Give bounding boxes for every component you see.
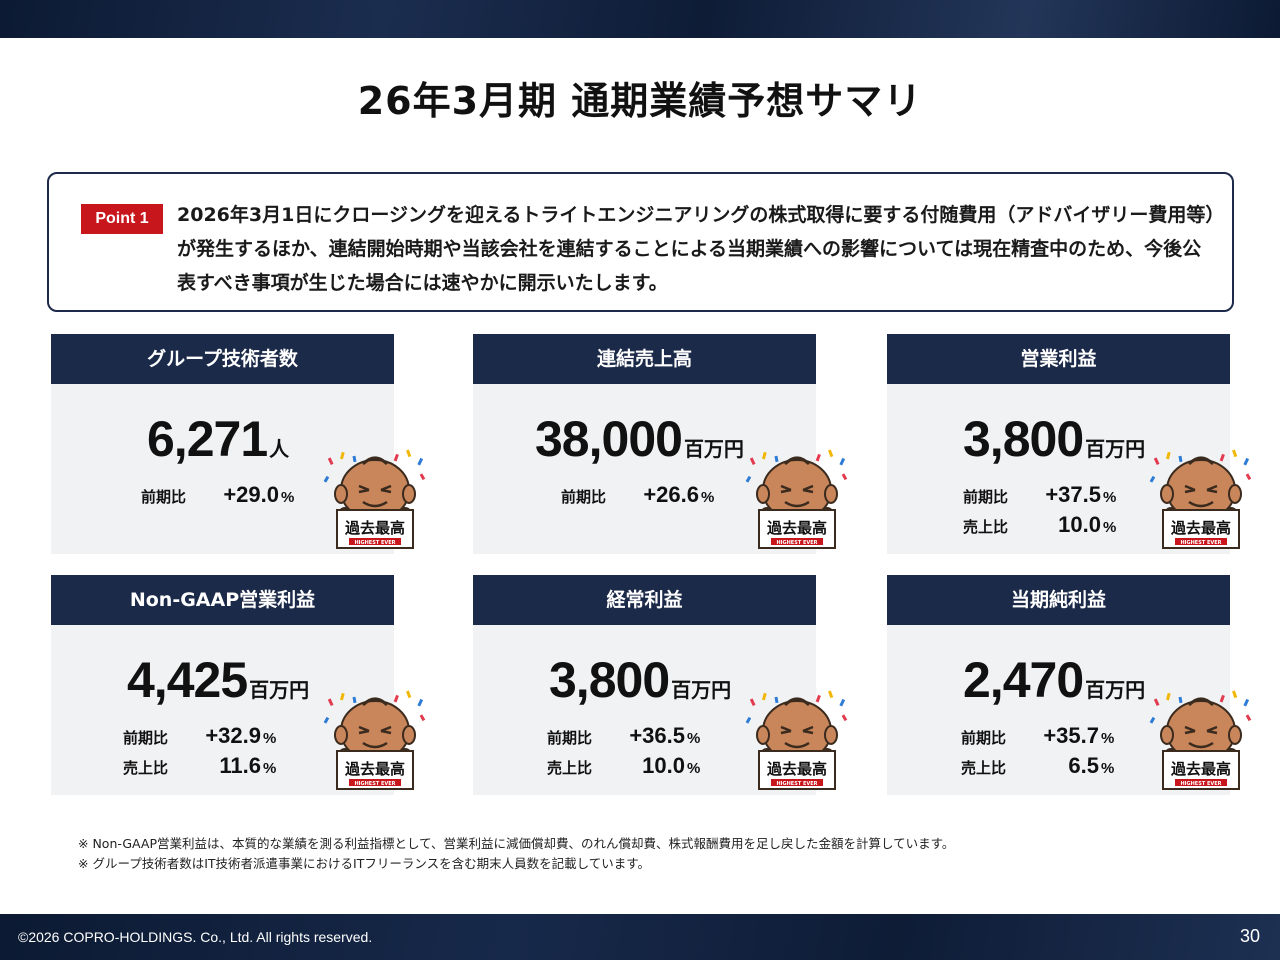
yoy-value: +29.0 xyxy=(223,482,279,507)
ratio-pct: % xyxy=(687,760,701,777)
card-value: 38,000 百万円 xyxy=(535,410,744,468)
card-title: 連結売上高 xyxy=(473,334,816,384)
footnotes: ※ Non-GAAP営業利益は、本質的な業績を測る利益指標として、営業利益に減価… xyxy=(78,834,954,874)
svg-text:過去最高: 過去最高 xyxy=(1170,519,1231,537)
ratio-pct: % xyxy=(1103,519,1117,536)
card-title: Non-GAAP営業利益 xyxy=(51,575,394,625)
value-unit: 百万円 xyxy=(1085,437,1146,461)
ratio-label: 売上比 xyxy=(547,759,593,777)
ratio-row: 売上比 6.5% xyxy=(961,753,1114,779)
card-operating-profit: 営業利益 3,800 百万円 前期比 +37.5% 売上比 10.0% 過去 xyxy=(887,334,1252,554)
value-unit: 百万円 xyxy=(671,678,732,702)
card-group-engineers: グループ技術者数 6,271 人 前期比 +29.0% 過去最高 HIGHE xyxy=(51,334,426,554)
highest-ever-mascot-icon: 過去最高 HIGHEST EVER xyxy=(745,689,849,793)
card-value: 2,470 百万円 xyxy=(963,651,1145,709)
point-text: 2026年3月1日にクロージングを迎えるトライトエンジニアリングの株式取得に要す… xyxy=(177,204,1215,294)
point-box: Point 1 2026年3月1日にクロージングを迎えるトライトエンジニアリング… xyxy=(47,172,1234,312)
yoy-pct: % xyxy=(281,489,295,506)
yoy-label: 前期比 xyxy=(123,729,169,747)
svg-text:過去最高: 過去最高 xyxy=(1170,760,1231,778)
yoy-label: 前期比 xyxy=(963,488,1009,506)
yoy-value: +26.6 xyxy=(643,482,699,507)
footer-bar: ©2026 COPRO-HOLDINGS. Co., Ltd. All righ… xyxy=(0,914,1280,960)
card-value: 3,800 百万円 xyxy=(549,651,731,709)
svg-text:過去最高: 過去最高 xyxy=(344,760,405,778)
card-non-gaap-operating-profit: Non-GAAP営業利益 4,425 百万円 前期比 +32.9% 売上比 11.6% xyxy=(51,575,426,795)
value-unit: 百万円 xyxy=(249,678,310,702)
svg-text:HIGHEST EVER: HIGHEST EVER xyxy=(354,540,395,546)
ratio-value: 6.5 xyxy=(1068,753,1099,778)
svg-text:HIGHEST EVER: HIGHEST EVER xyxy=(776,781,817,787)
ratio-value: 11.6 xyxy=(219,753,261,778)
yoy-label: 前期比 xyxy=(141,488,187,506)
value-unit: 百万円 xyxy=(683,437,744,461)
ratio-label: 売上比 xyxy=(123,759,169,777)
yoy-pct: % xyxy=(687,730,701,747)
yoy-label: 前期比 xyxy=(961,729,1007,747)
svg-text:HIGHEST EVER: HIGHEST EVER xyxy=(1180,540,1221,546)
highest-ever-mascot-icon: 過去最高 HIGHEST EVER xyxy=(323,448,427,552)
ratio-label: 売上比 xyxy=(961,759,1007,777)
highest-ever-mascot-icon: 過去最高 HIGHEST EVER xyxy=(745,448,849,552)
value-number: 6,271 xyxy=(147,411,268,467)
card-title: 営業利益 xyxy=(887,334,1230,384)
svg-text:過去最高: 過去最高 xyxy=(344,519,405,537)
value-number: 2,470 xyxy=(963,652,1084,708)
point-badge: Point 1 xyxy=(81,204,163,234)
copyright: ©2026 COPRO-HOLDINGS. Co., Ltd. All righ… xyxy=(18,929,373,945)
ratio-pct: % xyxy=(1101,760,1115,777)
value-number: 4,425 xyxy=(127,652,248,708)
yoy-label: 前期比 xyxy=(547,729,593,747)
ratio-pct: % xyxy=(263,760,277,777)
highest-ever-mascot-icon: 過去最高 HIGHEST EVER xyxy=(1149,689,1253,793)
yoy-label: 前期比 xyxy=(561,488,607,506)
ratio-value: 10.0 xyxy=(1058,512,1101,537)
top-banner xyxy=(0,0,1280,38)
yoy-pct: % xyxy=(263,730,277,747)
yoy-pct: % xyxy=(1103,489,1117,506)
value-unit: 人 xyxy=(269,437,290,461)
card-title: 経常利益 xyxy=(473,575,816,625)
value-unit: 百万円 xyxy=(1085,678,1146,702)
card-ordinary-profit: 経常利益 3,800 百万円 前期比 +36.5% 売上比 10.0% 過去 xyxy=(473,575,848,795)
highest-ever-mascot-icon: 過去最高 HIGHEST EVER xyxy=(1149,448,1253,552)
yoy-row: 前期比 +32.9% xyxy=(123,723,276,749)
page-number: 30 xyxy=(1239,926,1260,946)
card-consolidated-sales: 連結売上高 38,000 百万円 前期比 +26.6% 過去最高 HIGHE xyxy=(473,334,848,554)
card-title: グループ技術者数 xyxy=(51,334,394,384)
footnote: ※ グループ技術者数はIT技術者派遣事業におけるITフリーランスを含む期末人員数… xyxy=(78,856,650,871)
card-net-income: 当期純利益 2,470 百万円 前期比 +35.7% 売上比 6.5% 過去 xyxy=(887,575,1252,795)
yoy-row: 前期比 +36.5% xyxy=(547,723,700,749)
ratio-row: 売上比 11.6% xyxy=(123,753,276,779)
yoy-pct: % xyxy=(1101,730,1115,747)
card-value: 4,425 百万円 xyxy=(127,651,309,709)
yoy-value: +37.5 xyxy=(1045,482,1101,507)
footnote: ※ Non-GAAP営業利益は、本質的な業績を測る利益指標として、営業利益に減価… xyxy=(78,836,955,851)
highest-ever-mascot-icon: 過去最高 HIGHEST EVER xyxy=(323,689,427,793)
yoy-row: 前期比 +35.7% xyxy=(961,723,1114,749)
svg-text:HIGHEST EVER: HIGHEST EVER xyxy=(776,540,817,546)
yoy-row: 前期比 +26.6% xyxy=(561,482,714,508)
svg-text:HIGHEST EVER: HIGHEST EVER xyxy=(354,781,395,787)
ratio-label: 売上比 xyxy=(963,518,1009,536)
ratio-row: 売上比 10.0% xyxy=(963,512,1116,538)
svg-text:HIGHEST EVER: HIGHEST EVER xyxy=(1180,781,1221,787)
yoy-pct: % xyxy=(701,489,715,506)
svg-text:過去最高: 過去最高 xyxy=(766,519,827,537)
value-number: 38,000 xyxy=(535,411,683,467)
card-value: 3,800 百万円 xyxy=(963,410,1145,468)
value-number: 3,800 xyxy=(963,411,1084,467)
yoy-row: 前期比 +37.5% xyxy=(963,482,1116,508)
ratio-row: 売上比 10.0% xyxy=(547,753,700,779)
card-title: 当期純利益 xyxy=(887,575,1230,625)
page-title: 26年3月期 通期業績予想サマリ xyxy=(357,79,923,123)
svg-text:過去最高: 過去最高 xyxy=(766,760,827,778)
yoy-value: +35.7 xyxy=(1043,723,1099,748)
yoy-value: +32.9 xyxy=(205,723,261,748)
ratio-value: 10.0 xyxy=(642,753,685,778)
yoy-row: 前期比 +29.0% xyxy=(141,482,294,508)
value-number: 3,800 xyxy=(549,652,670,708)
yoy-value: +36.5 xyxy=(629,723,685,748)
card-value: 6,271 人 xyxy=(147,410,289,468)
